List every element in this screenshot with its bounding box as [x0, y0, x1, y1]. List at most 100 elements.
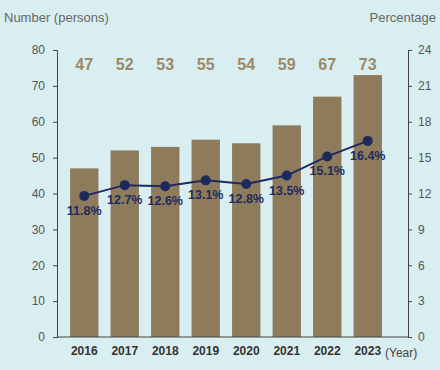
tick: 40 — [32, 187, 57, 201]
line-label: 12.6% — [148, 194, 183, 208]
marker — [79, 191, 89, 201]
tick: 80 — [32, 43, 57, 57]
tick-label: 2018 — [152, 344, 179, 358]
tick: 3 — [408, 294, 425, 308]
tick-label: 2017 — [111, 344, 138, 358]
marker — [241, 179, 251, 189]
tick-label: 2021 — [273, 344, 300, 358]
marker — [282, 171, 292, 181]
line-label: 13.5% — [269, 184, 304, 198]
chart: 475253555459677311.8%12.7%12.6%13.1%12.8… — [0, 0, 440, 370]
bar-label: 54 — [237, 56, 255, 73]
tick-label: 80 — [32, 43, 46, 57]
tick-mark — [408, 265, 412, 266]
tick: 12 — [408, 187, 432, 201]
tick-mark — [408, 301, 412, 302]
bar-label: 67 — [318, 56, 336, 73]
bar — [313, 97, 341, 337]
marker — [363, 136, 373, 146]
y-axis-title: Number (persons) — [4, 10, 109, 25]
x-axis: 2016 2017 2018 2019 2020 2021 2022 2023 — [57, 337, 408, 358]
tick: 15 — [408, 151, 432, 165]
bar-label: 53 — [156, 56, 174, 73]
bar-label: 55 — [197, 56, 215, 73]
tick: 2022 — [314, 337, 341, 358]
tick: 60 — [32, 115, 57, 129]
axis-line — [53, 51, 58, 338]
tick: 18 — [408, 115, 432, 129]
tick-label: 12 — [418, 187, 432, 201]
line-label: 15.1% — [310, 164, 345, 178]
bar-label: 47 — [75, 56, 93, 73]
tick-label: 15 — [418, 151, 432, 165]
tick-label: 2023 — [354, 344, 381, 358]
tick: 2021 — [273, 337, 300, 358]
tick: 6 — [408, 259, 425, 273]
y2-axis: 0 3 6 9 12 15 18 21 24 — [408, 43, 432, 344]
tick: 30 — [32, 223, 57, 237]
x-axis-title: (Year) — [385, 346, 417, 360]
tick-label: 2020 — [233, 344, 260, 358]
line-label: 12.8% — [229, 192, 264, 206]
axis-line — [57, 337, 408, 338]
line-label: 16.4% — [350, 149, 385, 163]
y-axis: 01020304050607080 — [32, 43, 58, 344]
tick-mark — [53, 194, 57, 195]
bar-label: 52 — [116, 56, 134, 73]
tick-mark — [53, 158, 57, 159]
tick: 24 — [408, 43, 432, 57]
tick-mark — [53, 229, 57, 230]
line-label: 13.1% — [188, 188, 223, 202]
tick: 0 — [38, 330, 57, 344]
tick-mark — [408, 86, 412, 87]
tick: 2017 — [111, 337, 138, 358]
tick-mark — [53, 86, 57, 87]
tick-label: 3 — [418, 294, 425, 308]
tick-label: 21 — [418, 79, 432, 93]
tick: 2019 — [192, 337, 219, 358]
tick: 2016 — [71, 337, 98, 358]
axis-line — [409, 51, 413, 338]
tick-mark — [408, 158, 412, 159]
tick-mark — [408, 50, 412, 51]
tick-label: 0 — [38, 330, 45, 344]
tick-label: 40 — [32, 187, 46, 201]
tick: 2018 — [152, 337, 179, 358]
tick: 50 — [32, 151, 57, 165]
bar — [354, 75, 382, 337]
marker — [120, 180, 130, 190]
tick-label: 6 — [418, 259, 425, 273]
tick-label: 9 — [418, 223, 425, 237]
tick-label: 0 — [418, 330, 425, 344]
tick-label: 70 — [32, 79, 46, 93]
bar — [192, 140, 220, 337]
tick-mark — [53, 337, 57, 338]
marker — [322, 151, 332, 161]
y2-axis-title: Percentage — [370, 10, 437, 25]
tick-mark — [408, 229, 412, 230]
bar-label: 59 — [278, 56, 296, 73]
marker — [201, 175, 211, 185]
tick-label: 50 — [32, 151, 46, 165]
tick-mark — [408, 122, 412, 123]
bar — [273, 125, 301, 337]
data-labels: 475253555459677311.8%12.7%12.6%13.1%12.8… — [67, 56, 386, 218]
tick-mark — [53, 50, 57, 51]
tick-label: 60 — [32, 115, 46, 129]
tick: 10 — [32, 294, 57, 308]
tick: 2020 — [233, 337, 260, 358]
tick: 9 — [408, 223, 425, 237]
tick-label: 2019 — [192, 344, 219, 358]
tick-label: 10 — [32, 294, 46, 308]
tick-label: 18 — [418, 115, 432, 129]
tick-mark — [408, 194, 412, 195]
bar — [151, 147, 179, 337]
plot-area — [70, 75, 382, 337]
tick-label: 24 — [418, 43, 432, 57]
bar-label: 73 — [359, 56, 377, 73]
tick: 2023 — [354, 337, 381, 358]
tick-label: 2022 — [314, 344, 341, 358]
tick-label: 2016 — [71, 344, 98, 358]
tick-mark — [53, 265, 57, 266]
tick: 21 — [408, 79, 432, 93]
